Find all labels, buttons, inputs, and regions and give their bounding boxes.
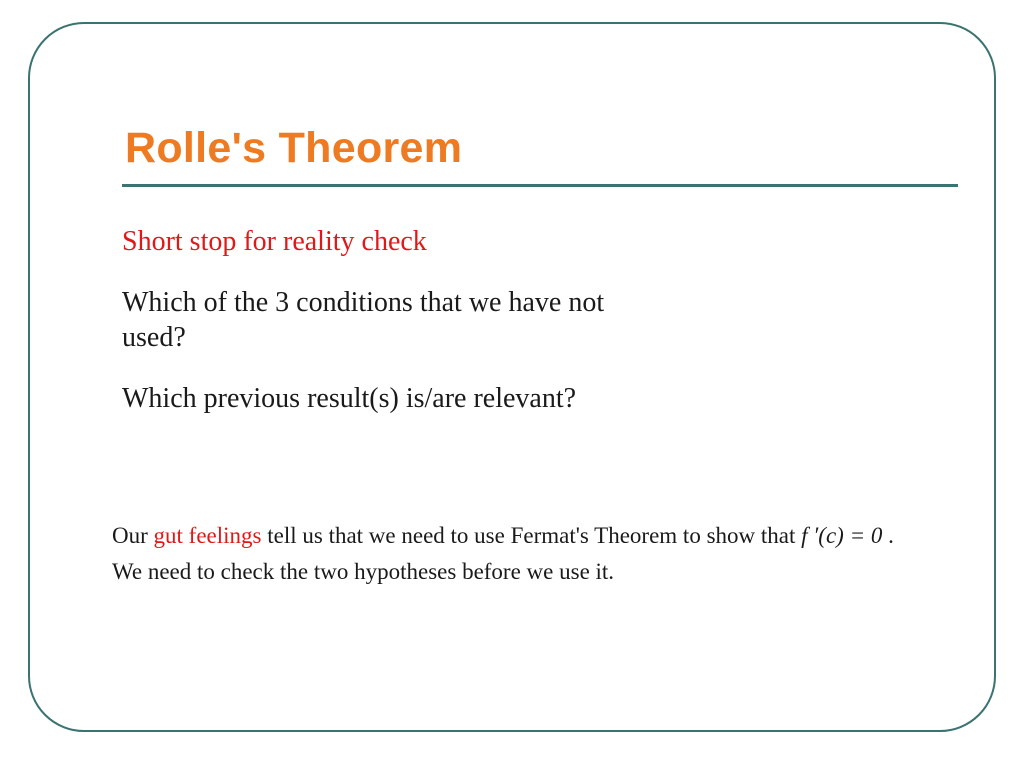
subhead-text: Short stop for reality check (122, 224, 622, 259)
slide-frame: Rolle's Theorem Short stop for reality c… (28, 22, 996, 732)
slide-title: Rolle's Theorem (125, 124, 462, 173)
gut-feelings-highlight: gut feelings (154, 523, 262, 548)
lower-intro-end: . (882, 523, 894, 548)
lower-line-1: Our gut feelings tell us that we need to… (112, 518, 982, 554)
lower-block: Our gut feelings tell us that we need to… (112, 518, 982, 589)
lower-line-2: We need to check the two hypotheses befo… (112, 554, 982, 590)
formula-fprime: f ′(c) = 0 (801, 523, 882, 548)
question-2: Which previous result(s) is/are relevant… (122, 381, 622, 416)
body-block: Short stop for reality check Which of th… (122, 224, 622, 442)
lower-intro-post: tell us that we need to use Fermat's The… (261, 523, 801, 548)
lower-intro-pre: Our (112, 523, 154, 548)
question-1: Which of the 3 conditions that we have n… (122, 285, 622, 355)
title-underline (122, 184, 958, 187)
